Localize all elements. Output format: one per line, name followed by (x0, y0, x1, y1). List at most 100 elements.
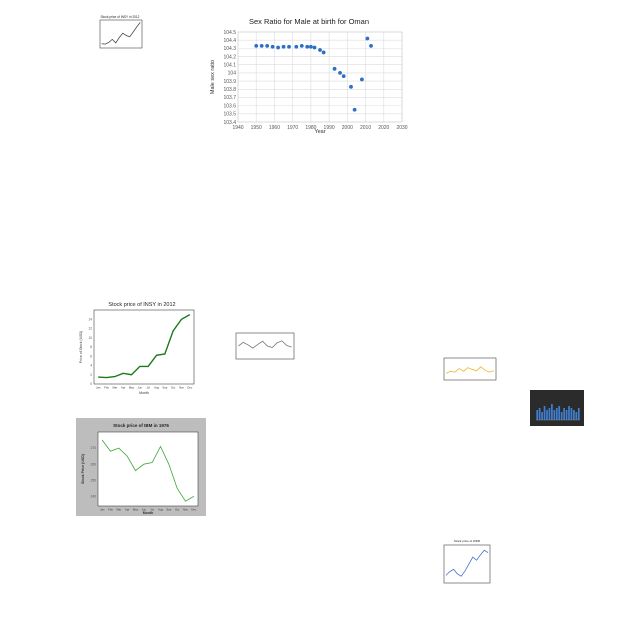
data-point (338, 71, 342, 75)
chart-panel-6: Stock price of IBM in 1976 240 250 260 270 Ja… (76, 418, 206, 516)
bar (538, 408, 541, 420)
plot-frame (97, 431, 199, 507)
chart-background (438, 350, 500, 388)
x-tick-label: 1970 (287, 125, 298, 131)
y-axis-label: Male sex ratio (210, 60, 216, 94)
chart-svg-8: Stock price of WDR (436, 537, 494, 591)
x-tick-label: Aug (158, 508, 163, 512)
chart-svg-4 (226, 319, 300, 369)
bar (558, 406, 561, 420)
bar (548, 408, 551, 420)
x-tick-label: Sep (166, 508, 171, 512)
y-tick-label: 10 (88, 336, 92, 340)
y-tick-label: 104.3 (223, 46, 236, 52)
x-tick-label: Mar (116, 508, 121, 512)
plot-frame (99, 19, 143, 49)
data-point (312, 45, 317, 50)
data-point (349, 84, 353, 89)
bar (546, 410, 548, 420)
chart-panel-2: Sex Ratio for Male at birth for Oman 103.… (202, 12, 416, 136)
chart-panel-4 (226, 319, 300, 369)
x-tick-label: Aug (154, 386, 159, 390)
bar (543, 406, 546, 420)
bar (551, 404, 553, 420)
series-line (445, 549, 489, 577)
chart-panel-3: Stock price of INSY in 2012 0 2 4 6 8 10 12 14 Ja… (76, 298, 200, 396)
y-tick-label: 103.7 (223, 95, 236, 101)
y-tick-label: 2 (90, 373, 92, 377)
y-tick-label: 270 (91, 446, 97, 450)
y-tick-label: 104.2 (223, 54, 236, 60)
plot-area (98, 432, 198, 506)
x-tick-label: 2020 (378, 125, 389, 131)
y-tick-label: 250 (91, 478, 97, 482)
chart-svg-5 (438, 350, 500, 388)
series-line (445, 366, 494, 374)
chart-svg-2: Sex Ratio for Male at birth for Oman 103.… (202, 12, 416, 136)
bar (563, 408, 565, 420)
x-tick-label: 1990 (324, 125, 335, 131)
chart-panel-5 (438, 350, 500, 388)
y-tick-label: 0 (90, 382, 92, 386)
chart-svg-6: Stock price of IBM in 1976 240 250 260 270 Ja… (76, 418, 206, 516)
data-point (365, 36, 370, 41)
bar (570, 408, 573, 420)
x-tick-label: 1960 (269, 125, 280, 131)
x-axis-label: Month (143, 511, 154, 515)
chart-title: Stock price of WDR (454, 539, 481, 543)
chart-background (436, 537, 494, 591)
series-line (101, 22, 141, 45)
data-point (305, 44, 310, 49)
plot-frame (235, 332, 295, 360)
bar (560, 412, 563, 420)
bar (541, 412, 543, 420)
data-point (341, 74, 346, 79)
y-tick-label: 14 (88, 317, 92, 321)
bar (575, 412, 578, 420)
plot-frame (93, 309, 195, 385)
data-point (294, 44, 299, 49)
chart-title: Stock price of IBM in 1976 (113, 423, 169, 428)
chart-svg-1: Stock price of INSY in 2012 (94, 13, 146, 55)
chart-background (94, 13, 146, 55)
data-point (332, 66, 337, 71)
series-line (238, 340, 292, 349)
x-tick-label: Apr (125, 508, 129, 512)
data-point (287, 44, 291, 49)
x-tick-label: 1950 (251, 125, 262, 131)
bar (568, 406, 570, 420)
data-point (270, 44, 275, 49)
y-tick-label: 103.9 (223, 79, 236, 85)
bar (553, 410, 556, 420)
x-tick-label: Jul (150, 508, 154, 512)
bar (577, 408, 580, 420)
chart-title: Stock price of INSY in 2012 (101, 15, 140, 19)
chart-svg-3: Stock price of INSY in 2012 0 2 4 6 8 10 12 14 Ja… (76, 298, 200, 396)
y-tick-label: 104 (228, 71, 237, 77)
series-line (101, 439, 195, 502)
data-point (265, 44, 270, 48)
y-tick-label: 260 (91, 462, 97, 466)
x-tick-label: 1980 (305, 125, 316, 131)
x-axis-label: Year (314, 129, 325, 135)
x-tick-label: Nov (179, 386, 184, 390)
chart-background (76, 298, 200, 396)
x-tick-label: Oct (175, 508, 179, 512)
bar (573, 410, 575, 420)
x-tick-label: Mar (112, 386, 117, 390)
y-axis-label: Stock Price (USD) (81, 454, 85, 484)
x-tick-label: Jan (96, 386, 101, 390)
chart-title: Stock price of INSY in 2012 (108, 302, 175, 308)
x-tick-label: Jun (138, 386, 143, 390)
data-point (352, 107, 357, 112)
y-tick-label: 8 (90, 345, 92, 349)
data-point (308, 44, 313, 49)
x-tick-label: 2010 (360, 125, 371, 131)
x-tick-label: Jan (100, 508, 105, 512)
bar (555, 408, 558, 420)
x-tick-label: Nov (183, 508, 188, 512)
y-tick-label: 103.6 (223, 103, 236, 109)
y-tick-label: 6 (90, 354, 92, 358)
y-tick-label: 103.4 (223, 120, 236, 126)
x-tick-label: Jul (146, 386, 150, 390)
